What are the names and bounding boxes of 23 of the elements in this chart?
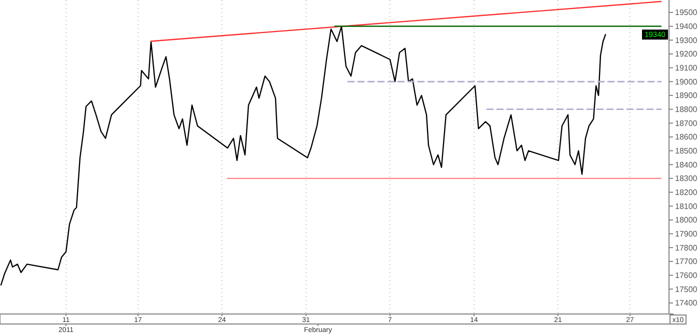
y-tick-label: 18700 — [675, 118, 698, 128]
line-series — [0, 26, 606, 286]
y-tick-label: 19000 — [675, 77, 698, 86]
y-tick-label: 19300 — [675, 36, 698, 45]
y-tick-label: 19200 — [675, 50, 698, 59]
y-tick-label: 19100 — [675, 64, 698, 73]
y-tick-label: 18900 — [675, 91, 698, 100]
y-tick-label: 18800 — [675, 105, 698, 114]
y-tick-label: 17900 — [675, 230, 698, 239]
y-tick-label: 17800 — [675, 243, 698, 252]
y-tick-label: 19500 — [675, 8, 698, 18]
y-tick-label: 18100 — [675, 202, 698, 211]
y-tick-label: 18400 — [675, 160, 698, 170]
y-tick-label: 17600 — [675, 271, 698, 280]
y-tick-label: 18000 — [675, 216, 698, 225]
y-tick-label: 18500 — [675, 146, 698, 156]
y-tick-label: 18600 — [675, 132, 698, 142]
y-tick-label: 18300 — [675, 174, 698, 184]
y-tick-label: 17400 — [675, 298, 698, 308]
y-tick-label: 19400 — [675, 22, 698, 32]
y-tick-label: 17700 — [675, 257, 698, 266]
y-tick-label: 17500 — [675, 284, 698, 294]
y-tick-label: 18200 — [675, 188, 698, 198]
